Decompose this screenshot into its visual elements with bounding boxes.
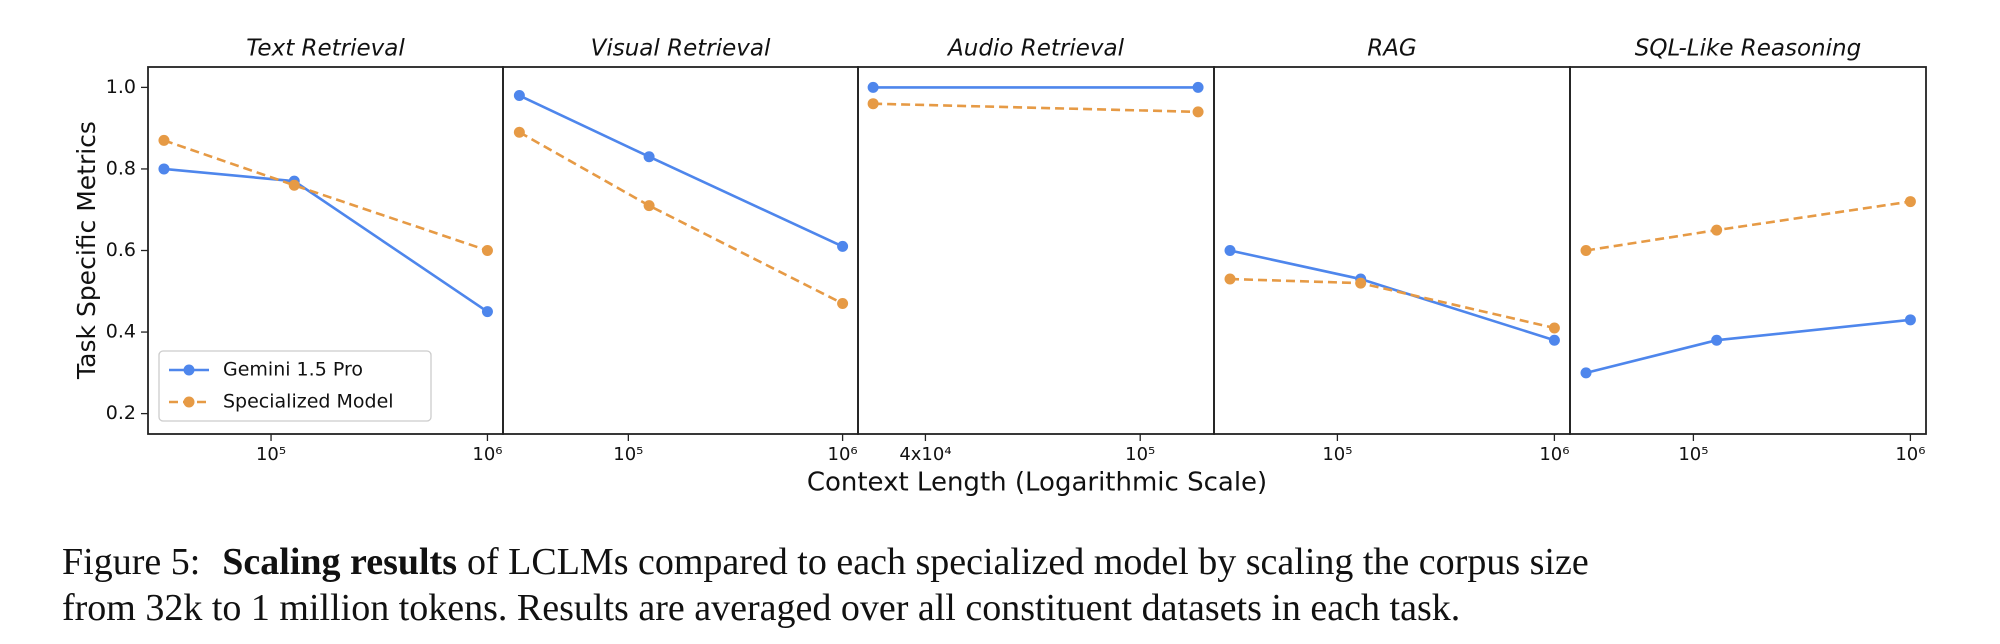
x-tick-label: 10⁶ [1895, 444, 1925, 465]
data-point [288, 179, 300, 191]
data-point [867, 81, 879, 93]
caption-text: of LCLMs compared to each specialized mo… [467, 541, 1589, 583]
panel-title: Visual Retrieval [591, 36, 771, 62]
x-tick-label: 10⁵ [1322, 444, 1352, 465]
panel-title: SQL-Like Reasoning [1635, 36, 1861, 62]
panel-title: Text Retrieval [246, 36, 405, 62]
data-point [481, 245, 493, 256]
data-point [1580, 245, 1592, 256]
series-line [1585, 318, 1911, 375]
series-line [1585, 200, 1911, 252]
y-tick-label: 0.4 [106, 321, 136, 343]
series-line [1229, 249, 1555, 342]
x-tick-label: 10⁶ [1539, 444, 1569, 465]
data-point [867, 98, 879, 110]
caption-label: Figure 5: [62, 541, 200, 583]
legend-label: Gemini 1.5 Pro [223, 359, 363, 381]
data-point [158, 134, 170, 146]
data-point [837, 240, 849, 252]
data-point [513, 126, 525, 138]
data-point [1224, 273, 1236, 285]
data-point [837, 298, 849, 310]
data-point [643, 200, 655, 212]
series-line [518, 94, 844, 248]
data-point [1904, 196, 1916, 208]
y-tick-label: 0.2 [106, 402, 136, 424]
series-line [163, 167, 489, 313]
x-tick-label: 10⁵ [256, 444, 286, 465]
x-tick-label: 10⁵ [1678, 444, 1708, 465]
data-point [643, 151, 655, 163]
data-point [1548, 322, 1560, 334]
y-tick-label: 0.8 [106, 157, 136, 179]
panel-title: Audio Retrieval [946, 36, 1125, 62]
series-line [1229, 277, 1555, 330]
panel-title: RAG [1367, 36, 1417, 62]
data-point [1711, 334, 1723, 346]
data-point [1548, 334, 1560, 346]
legend-label: Specialized Model [223, 391, 394, 413]
data-point [158, 163, 170, 175]
x-tick-label: 4x10⁴ [899, 444, 951, 465]
y-tick-label: 0.6 [106, 239, 136, 261]
legend-marker [183, 396, 195, 408]
data-point [1224, 245, 1236, 256]
panel-frame [502, 66, 859, 435]
panel-frame [1569, 66, 1927, 435]
data-point [1192, 106, 1204, 118]
x-tick-label: 10⁶ [828, 444, 858, 465]
panel-frame [1213, 66, 1571, 435]
y-tick-label: 1.0 [106, 76, 136, 98]
data-point [1192, 81, 1204, 93]
series-line [873, 102, 1199, 114]
legend-marker [183, 364, 195, 376]
data-point [1711, 224, 1723, 236]
x-tick-label: 10⁵ [613, 444, 643, 465]
x-tick-label: 10⁵ [1125, 444, 1155, 465]
series-line [163, 139, 488, 252]
x-tick-label: 10⁶ [472, 444, 502, 465]
legend-box [158, 350, 432, 422]
data-point [1904, 314, 1916, 326]
data-point [481, 306, 493, 318]
data-point [1355, 277, 1367, 289]
x-axis-label: Context Length (Logarithmic Scale) [807, 468, 1267, 498]
y-axis-label: Task Specific Metrics [72, 121, 101, 380]
caption-line-2: from 32k to 1 million tokens. Results ar… [62, 587, 1460, 629]
panel-frame [857, 66, 1215, 435]
caption-line-1: Figure 5: Scaling results of LCLMs compare… [62, 541, 1589, 583]
data-point [513, 90, 525, 102]
data-point [1580, 367, 1592, 379]
series-line [518, 131, 844, 305]
caption-bold: Scaling results [222, 541, 457, 583]
